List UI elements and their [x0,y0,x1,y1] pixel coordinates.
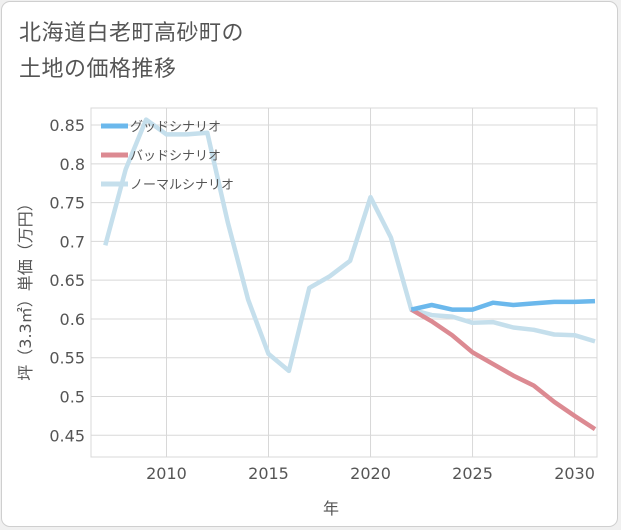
y-tick-label: 0.45 [49,426,85,445]
y-tick-label: 0.7 [60,232,85,251]
plot-frame [90,107,598,458]
chart-title-line-2: 土地の価格推移 [19,57,177,82]
chart-title-line-1: 北海道白老町高砂町の [19,21,245,46]
series-line-normal [103,117,596,374]
y-tick-labels: 0.45 0.5 0.55 0.6 0.65 0.7 0.75 0.8 0.85 [49,116,85,445]
x-tick-label: 2020 [350,464,391,483]
series-lines [103,117,597,431]
grid [90,107,598,458]
y-tick-label: 0.65 [49,271,85,290]
x-tick-labels: 2010 2015 2020 2025 2030 [146,464,595,483]
y-axis-label: 坪（3.3㎡）単価（万円） [16,195,35,380]
legend-label: バッドシナリオ [130,149,221,164]
y-tick-label: 0.6 [60,310,85,329]
legend-item-bad: バッドシナリオ [101,149,221,164]
series-line-good [410,298,596,312]
x-axis-label: 年 [323,499,339,518]
x-tick-label: 2015 [248,464,289,483]
legend-label: ノーマルシナリオ [130,178,234,193]
chart-title: 北海道白老町高砂町の 土地の価格推移 [19,16,244,88]
x-tick-label: 2025 [452,464,493,483]
y-tick-label: 0.8 [60,155,85,174]
y-tick-label: 0.85 [49,116,85,135]
legend-item-good: グッドシナリオ [101,120,221,135]
legend-item-normal: ノーマルシナリオ [101,178,234,193]
y-tick-label: 0.5 [60,388,85,407]
legend-label: グッドシナリオ [130,120,221,135]
series-line-bad [410,307,597,431]
y-tick-label: 0.55 [49,349,85,368]
x-tick-label: 2010 [146,464,187,483]
y-tick-label: 0.75 [49,194,85,213]
x-tick-label: 2030 [554,464,595,483]
